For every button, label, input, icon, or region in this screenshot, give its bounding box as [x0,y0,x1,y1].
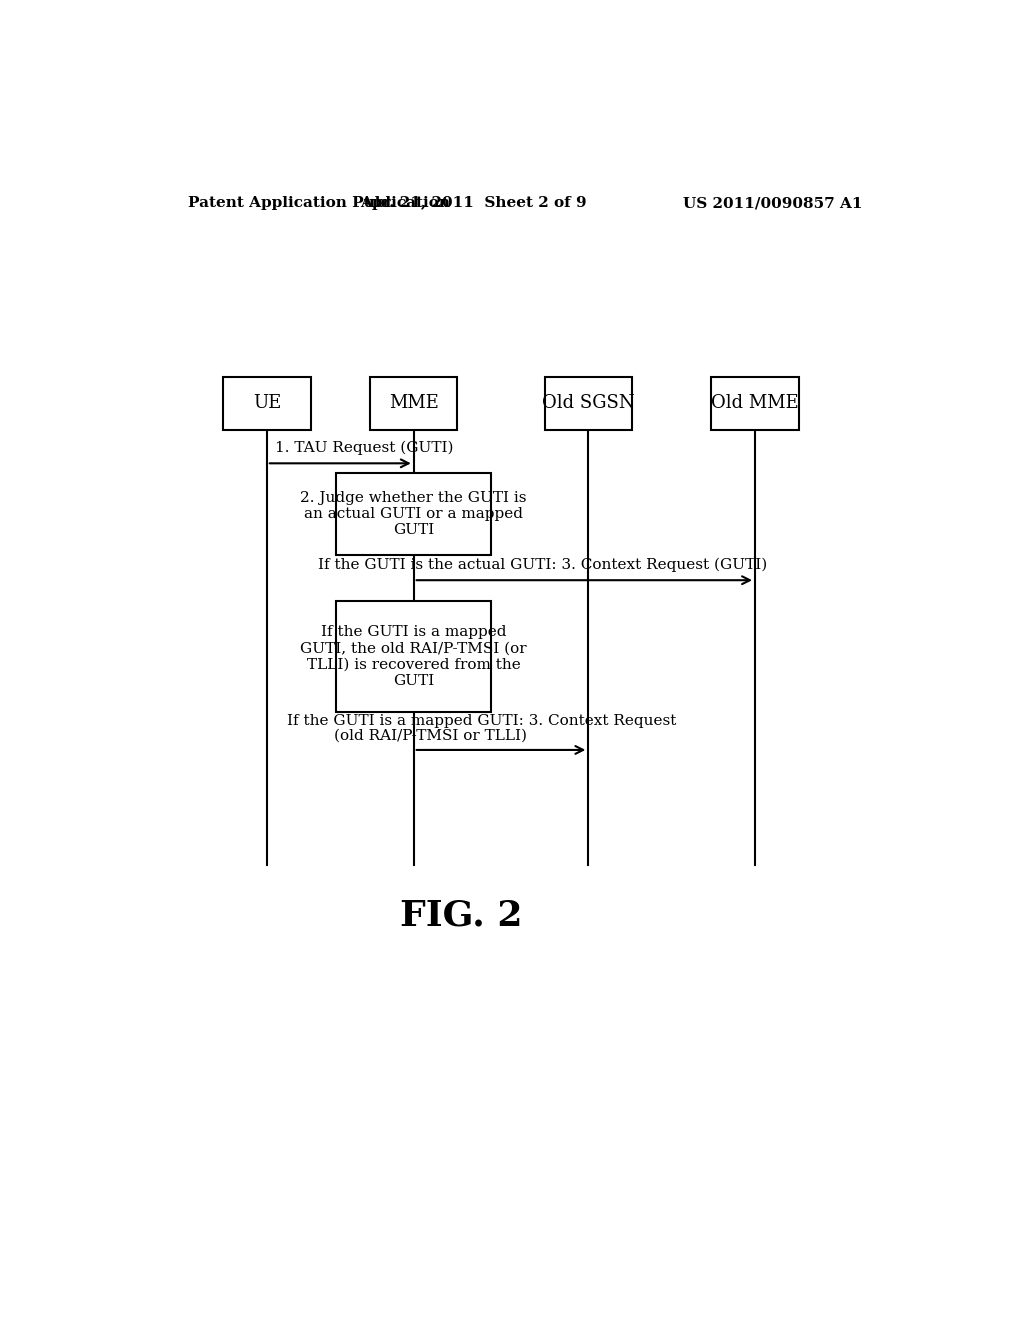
Bar [223,378,310,430]
Bar [712,378,799,430]
Text: Apr. 21, 2011  Sheet 2 of 9: Apr. 21, 2011 Sheet 2 of 9 [359,197,587,210]
Text: 1. TAU Request (GUTI): 1. TAU Request (GUTI) [274,441,454,455]
Text: If the GUTI is a mapped GUTI: 3. Context Request: If the GUTI is a mapped GUTI: 3. Context… [287,714,676,727]
Text: (old RAI/P-TMSI or TLLI): (old RAI/P-TMSI or TLLI) [334,729,527,743]
Text: Old SGSN: Old SGSN [542,395,635,412]
Bar [336,474,492,554]
Text: If the GUTI is the actual GUTI: 3. Context Request (GUTI): If the GUTI is the actual GUTI: 3. Conte… [318,557,768,572]
Bar [336,601,492,713]
Text: US 2011/0090857 A1: US 2011/0090857 A1 [683,197,862,210]
Text: Old MME: Old MME [711,395,799,412]
Text: Patent Application Publication: Patent Application Publication [187,197,450,210]
Bar [370,378,458,430]
Text: MME: MME [389,395,438,412]
Text: 2. Judge whether the GUTI is
an actual GUTI or a mapped
GUTI: 2. Judge whether the GUTI is an actual G… [300,491,527,537]
Text: FIG. 2: FIG. 2 [400,899,522,933]
Text: If the GUTI is a mapped
GUTI, the old RAI/P-TMSI (or
TLLI) is recovered from the: If the GUTI is a mapped GUTI, the old RA… [300,626,527,688]
Bar [545,378,632,430]
Text: UE: UE [253,395,281,412]
